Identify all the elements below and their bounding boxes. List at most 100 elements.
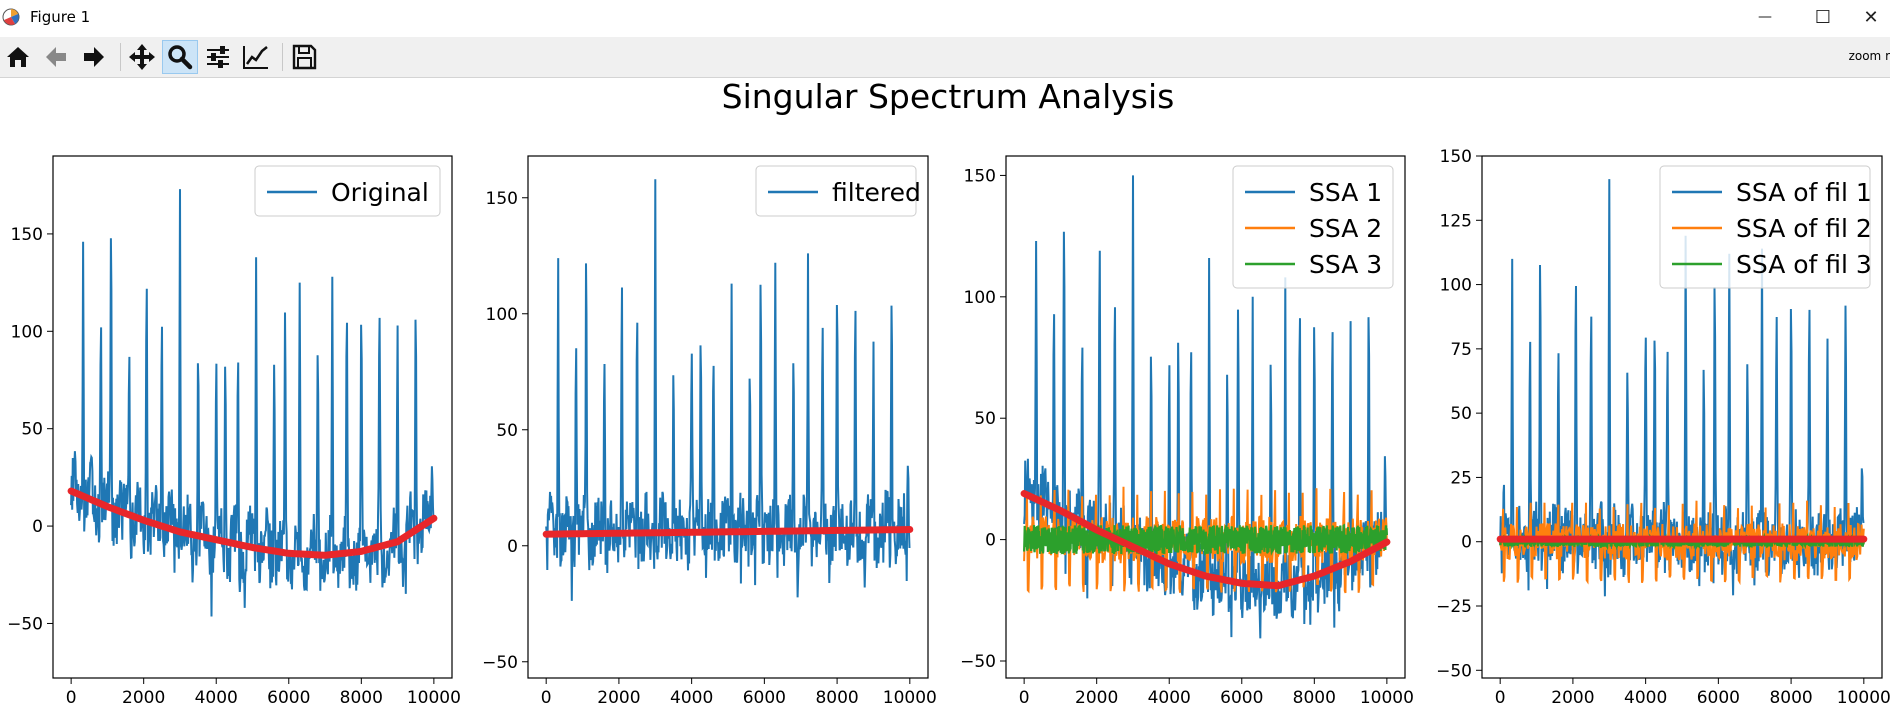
back-button[interactable] <box>38 40 74 74</box>
y-tick-label: 0 <box>1461 533 1472 553</box>
legend-label: SSA of fil 2 <box>1736 214 1872 243</box>
axes-frame <box>52 155 453 679</box>
y-tick-label: 50 <box>1450 404 1472 424</box>
y-tick-label: −50 <box>1436 661 1472 681</box>
matplotlib-logo-icon <box>2 8 20 26</box>
x-tick-label: 8000 <box>1293 688 1336 708</box>
y-tick-label: 125 <box>1440 211 1472 231</box>
y-tick-label: 100 <box>486 305 518 325</box>
legend-label: SSA of fil 3 <box>1736 250 1872 279</box>
pan-icon <box>129 44 155 70</box>
toolbar-status-message: zoom r <box>1848 49 1890 63</box>
series-line <box>70 189 435 617</box>
edit-axis-button[interactable] <box>238 40 274 74</box>
plot-area <box>1496 179 1868 597</box>
x-tick-label: 6000 <box>743 688 786 708</box>
x-tick-label: 4000 <box>670 688 713 708</box>
y-tick-label: −25 <box>1436 597 1472 617</box>
legend-box <box>755 165 917 217</box>
axes-frame <box>1005 155 1406 679</box>
minimize-icon: — <box>1758 9 1772 25</box>
zoom-button[interactable] <box>162 40 198 74</box>
window-title: Figure 1 <box>30 8 91 26</box>
y-tick-label: −50 <box>960 652 996 672</box>
subplot-4[interactable]: 0 2000 4000 6000 8000 10000 −50 −25 0 25 50 75 100 12… <box>1436 147 1890 708</box>
legend: filtered <box>755 165 921 217</box>
legend-label: filtered <box>832 178 921 207</box>
x-tick-label: 6000 <box>1220 688 1263 708</box>
x-tick-label: 2000 <box>1075 688 1118 708</box>
minimize-button[interactable]: — <box>1736 0 1794 34</box>
x-tick-label: 6000 <box>1697 688 1740 708</box>
figure-canvas[interactable]: Singular Spectrum Analysis 0 2000 4000 6000… <box>0 78 1890 715</box>
pan-button[interactable] <box>124 40 160 74</box>
close-icon: ✕ <box>1863 6 1879 28</box>
plot-area <box>542 179 914 601</box>
x-tick-label: 10000 <box>1360 688 1414 708</box>
y-tick-label: 50 <box>496 421 518 441</box>
series-line <box>1499 179 1865 597</box>
save-button[interactable] <box>286 40 322 74</box>
y-tick-label: −50 <box>7 614 43 634</box>
series-line <box>545 179 911 601</box>
y-tick-label: 50 <box>21 420 43 440</box>
x-tick-label: 0 <box>541 688 552 708</box>
close-button[interactable]: ✕ <box>1852 0 1890 34</box>
home-button[interactable] <box>0 40 36 74</box>
axes-frame <box>1481 155 1883 679</box>
x-tick-label: 2000 <box>597 688 640 708</box>
legend: SSA of fil 1 SSA of fil 2 SSA of fil 3 <box>1659 165 1872 289</box>
trend-line <box>67 487 438 559</box>
y-tick-label: 25 <box>1450 468 1472 488</box>
configure-subplots-icon <box>207 46 229 68</box>
legend-label: Original <box>331 178 429 207</box>
navigation-toolbar: zoom r <box>0 37 1890 78</box>
y-tick-label: 100 <box>11 322 43 342</box>
x-tick-label: 8000 <box>340 688 383 708</box>
x-tick-label: 4000 <box>1148 688 1191 708</box>
x-tick-label: 2000 <box>122 688 165 708</box>
subplot-1[interactable]: 0 2000 4000 6000 8000 10000 −50 0 50 100 150 Origin… <box>7 155 461 708</box>
legend-label: SSA 3 <box>1309 250 1382 279</box>
x-tick-label: 6000 <box>267 688 310 708</box>
y-tick-label: 150 <box>486 189 518 209</box>
maximize-icon: ☐ <box>1814 6 1832 28</box>
legend-label: SSA of fil 1 <box>1736 178 1872 207</box>
x-tick-label: 2000 <box>1551 688 1594 708</box>
x-tick-label: 4000 <box>1624 688 1667 708</box>
x-tick-label: 10000 <box>1837 688 1890 708</box>
y-tick-label: 0 <box>507 537 518 557</box>
x-tick-label: 8000 <box>1769 688 1812 708</box>
home-icon <box>7 47 29 67</box>
trend-line <box>542 526 914 538</box>
legend-box <box>1659 165 1871 289</box>
y-tick-label: 50 <box>974 409 996 429</box>
x-tick-label: 8000 <box>815 688 858 708</box>
forward-button[interactable] <box>76 40 112 74</box>
figure-suptitle: Singular Spectrum Analysis <box>722 78 1175 116</box>
y-tick-label: 0 <box>985 531 996 551</box>
legend-label: SSA 1 <box>1309 178 1382 207</box>
legend: SSA 1 SSA 2 SSA 3 <box>1232 165 1394 289</box>
save-icon <box>292 44 317 70</box>
plot-area <box>1020 175 1391 639</box>
maximize-button[interactable]: ☐ <box>1794 0 1852 34</box>
x-tick-label: 0 <box>66 688 77 708</box>
subplot-2[interactable]: 0 2000 4000 6000 8000 10000 −50 0 50 100 150 filter… <box>482 155 937 708</box>
window-titlebar: Figure 1 — ☐ ✕ <box>0 0 1890 36</box>
configure-subplots-button[interactable] <box>200 40 236 74</box>
y-tick-label: 100 <box>1440 276 1472 296</box>
y-tick-label: 100 <box>964 288 996 308</box>
plot-area <box>67 189 438 617</box>
trend-line <box>1020 490 1391 590</box>
x-tick-label: 10000 <box>883 688 937 708</box>
y-tick-label: 150 <box>964 166 996 186</box>
toolbar-separator <box>120 43 121 71</box>
y-tick-label: 0 <box>32 517 43 537</box>
legend-box <box>1232 165 1394 289</box>
series-line <box>1023 523 1388 556</box>
zoom-icon <box>168 45 193 70</box>
back-arrow-icon <box>46 47 66 67</box>
forward-arrow-icon <box>84 47 104 67</box>
